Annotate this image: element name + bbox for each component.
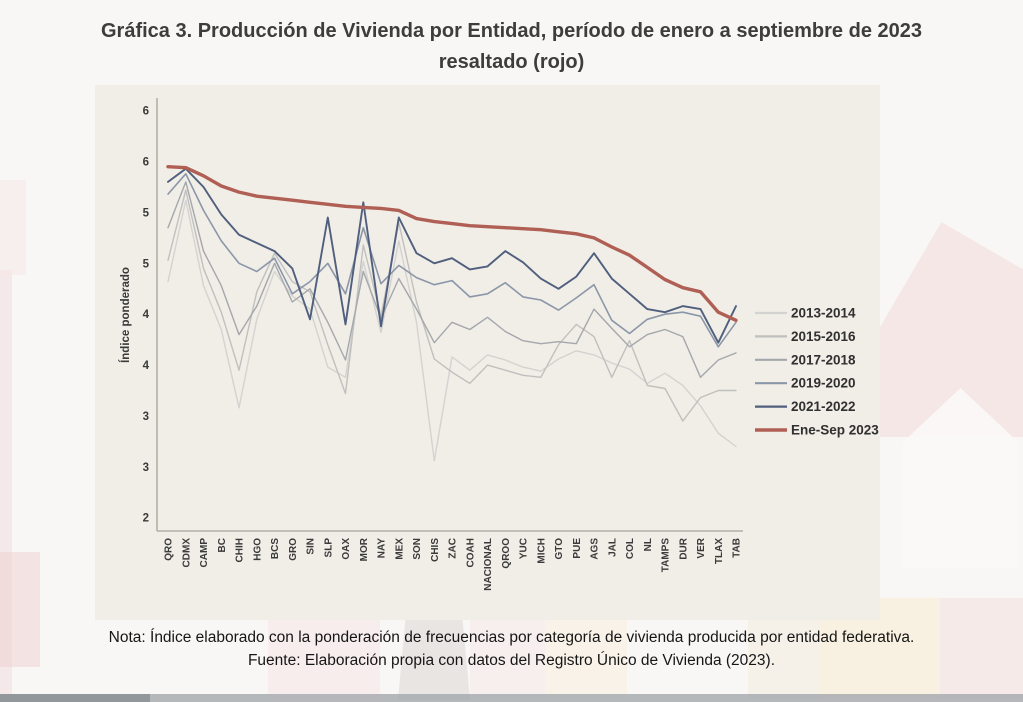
chart-title-line1: Gráfica 3. Producción de Vivienda por En… xyxy=(101,20,922,42)
y-tick-label: 3 xyxy=(143,462,149,474)
watermark-right-house xyxy=(903,388,1018,568)
watermark-left-upper xyxy=(0,180,26,275)
x-tick-label: VER xyxy=(696,537,707,558)
legend-label-2015-2016: 2015-2016 xyxy=(791,329,856,344)
note-line: Nota: Índice elaborado con la ponderació… xyxy=(108,629,915,646)
y-axis-title: Índice ponderado xyxy=(119,267,132,363)
x-tick-label: SLP xyxy=(323,538,334,558)
series-line-2017-2018 xyxy=(167,181,737,378)
x-tick-label: BCS xyxy=(270,538,281,559)
x-tick-label: AGS xyxy=(590,538,601,560)
x-tick-label: TAMPS xyxy=(661,538,672,573)
watermark-right-roof xyxy=(866,222,1023,437)
x-tick-label: NACIONAL xyxy=(483,538,494,591)
y-tick-label: 6 xyxy=(143,157,149,169)
x-tick-label: MICH xyxy=(536,538,547,564)
x-tick-label: HGO xyxy=(252,538,263,561)
x-tick-label: SON xyxy=(412,538,423,560)
watermark-bottom-bar xyxy=(0,694,1023,702)
x-tick-label: QRO xyxy=(164,538,175,561)
source-line: Fuente: Elaboración propia con datos del… xyxy=(247,652,776,670)
series-line-2015-2016 xyxy=(167,189,737,422)
x-tick-label: NL xyxy=(643,538,654,551)
x-tick-label: MOR xyxy=(359,537,370,561)
x-tick-label: COAH xyxy=(465,538,476,567)
x-tick-label: CHIH xyxy=(235,538,246,562)
x-tick-label: TLAX xyxy=(714,538,725,564)
x-tick-label: PUE xyxy=(572,538,583,559)
y-tick-label: 4 xyxy=(143,360,150,372)
x-tick-label: DUR xyxy=(678,537,689,559)
y-tick-label: 3 xyxy=(143,411,149,423)
series-line-Ene-Sep 2023 xyxy=(166,164,738,323)
legend-label-2019-2020: 2019-2020 xyxy=(791,376,856,391)
y-tick-label: 5 xyxy=(143,207,150,219)
watermark-bottom-bar-dark xyxy=(0,694,150,702)
series-line-2021-2022 xyxy=(167,167,737,344)
y-tick-label: 4 xyxy=(143,309,150,321)
x-tick-label: CHIS xyxy=(430,538,441,562)
chart-title-line2: resaltado (rojo) xyxy=(438,51,585,73)
legend-label-2017-2018: 2017-2018 xyxy=(791,352,856,367)
line-chart: 6 6 5 5 4 4 3 3 2 Índice ponderado QRO CDMX CAMP BC CH… xyxy=(119,98,879,591)
x-tick-label: CAMP xyxy=(199,538,210,568)
x-tick-label: COL xyxy=(625,538,636,559)
y-tick-label: 5 xyxy=(143,258,150,270)
x-tick-label: NAY xyxy=(377,538,388,559)
series-line-2013-2014 xyxy=(167,199,737,462)
x-tick-label: SIN xyxy=(306,538,317,555)
legend-label-Ene-Sep 2023: Ene-Sep 2023 xyxy=(791,423,879,438)
x-tick-label: TAB xyxy=(732,538,743,558)
x-tick-label: JAL xyxy=(607,538,618,557)
y-tick-label: 2 xyxy=(143,513,149,525)
y-tick-label: 6 xyxy=(143,106,149,118)
x-tick-label: GTO xyxy=(554,538,565,560)
series-line-2019-2020 xyxy=(167,173,737,348)
legend-label-2021-2022: 2021-2022 xyxy=(791,399,856,414)
chart-card: 6 6 5 5 4 4 3 3 2 Índice ponderado QRO CDMX CAMP BC CH… xyxy=(95,85,880,620)
chart-note: Nota: Índice elaborado con la ponderació… xyxy=(0,626,1023,673)
chart-title: Gráfica 3. Producción de Vivienda por En… xyxy=(0,16,1023,78)
x-tick-label: BC xyxy=(217,538,228,552)
x-tick-label: YUC xyxy=(519,538,530,559)
x-tick-label: MEX xyxy=(394,538,405,560)
x-tick-label: GRO xyxy=(288,538,299,561)
legend-label-2013-2014: 2013-2014 xyxy=(791,306,856,321)
x-tick-label: CDMX xyxy=(181,538,192,568)
x-tick-label: ZAC xyxy=(448,538,459,559)
x-tick-label: OAX xyxy=(341,538,352,560)
x-tick-label: QROO xyxy=(501,538,512,569)
